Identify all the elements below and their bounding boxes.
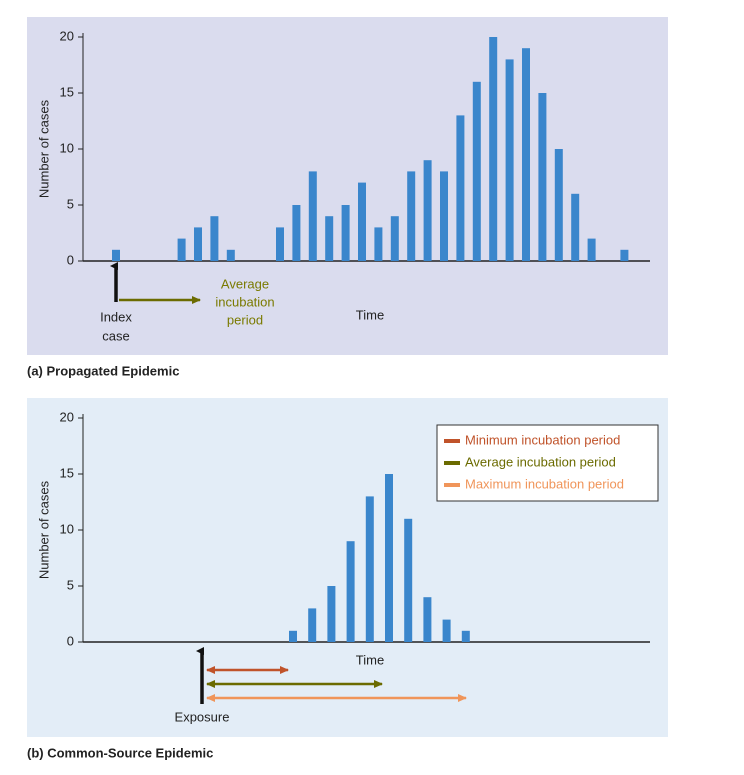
bar [461, 630, 470, 642]
bar [440, 171, 448, 261]
bar [505, 59, 514, 262]
bar [177, 238, 186, 261]
bar [194, 227, 202, 261]
y-tick-label: 15 [60, 465, 74, 480]
bar [442, 619, 451, 642]
y-tick-label: 10 [60, 140, 74, 155]
caption: (b) Common-Source Epidemic [27, 745, 213, 760]
bar [456, 115, 465, 262]
bar [226, 249, 235, 261]
x-axis-label: Time [356, 652, 384, 667]
bar [407, 171, 416, 261]
y-tick-label: 10 [60, 521, 74, 536]
incubation-label: Average [221, 276, 269, 291]
bar [292, 205, 301, 261]
bar [374, 227, 383, 261]
bar [289, 630, 297, 642]
index-case-label: Index [100, 309, 132, 324]
bar [620, 249, 629, 261]
bar [423, 597, 432, 642]
legend-box [436, 424, 659, 502]
bar [341, 205, 350, 261]
bar [472, 81, 481, 261]
x-axis-label: Time [356, 307, 384, 322]
bar [538, 93, 547, 261]
y-tick-label: 20 [60, 28, 74, 43]
bar [390, 216, 399, 261]
legend-label: Average incubation period [465, 454, 616, 469]
panel-a [27, 17, 668, 355]
bar [327, 586, 336, 642]
legend-label: Maximum incubation period [465, 476, 624, 491]
bar [423, 160, 432, 261]
bar [522, 48, 530, 262]
bar [385, 474, 393, 642]
bar [325, 216, 334, 261]
y-tick-label: 0 [67, 252, 74, 267]
index-case-label: case [102, 328, 129, 343]
bar [346, 541, 355, 642]
bar [404, 518, 413, 642]
y-axis-label: Number of cases [36, 99, 51, 198]
bar [276, 227, 284, 261]
y-tick-label: 5 [67, 577, 74, 592]
bar [210, 216, 219, 261]
incubation-label: incubation [215, 294, 274, 309]
bar [571, 193, 580, 261]
bar [112, 249, 120, 261]
bar [358, 182, 366, 261]
bar [365, 496, 374, 642]
y-axis-label: Number of cases [36, 480, 51, 579]
y-tick-label: 20 [60, 409, 74, 424]
y-tick-label: 5 [67, 196, 74, 211]
caption: (a) Propagated Epidemic [27, 363, 179, 378]
incubation-label: period [227, 312, 263, 327]
bar [587, 238, 596, 261]
y-tick-label: 0 [67, 633, 74, 648]
bar [308, 608, 317, 642]
exposure-label: Exposure [175, 709, 230, 724]
bar [489, 37, 498, 261]
bar [554, 149, 563, 261]
y-tick-label: 15 [60, 84, 74, 99]
bar [308, 171, 317, 261]
legend-label: Minimum incubation period [465, 432, 620, 447]
